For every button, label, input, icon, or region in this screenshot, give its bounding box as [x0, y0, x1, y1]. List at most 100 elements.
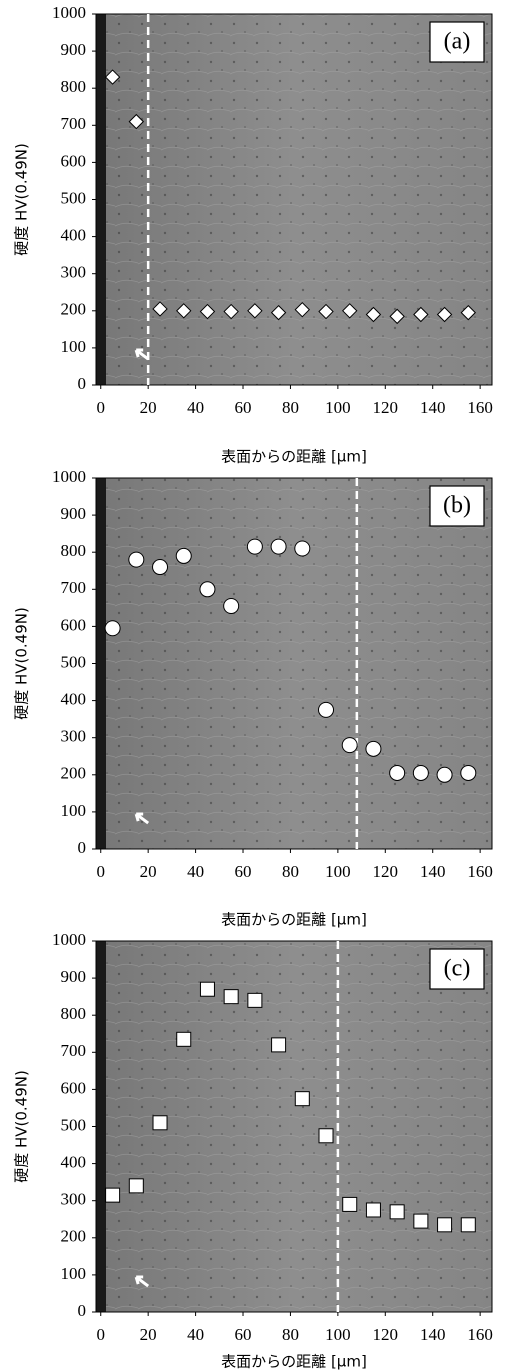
y-tick-label: 200	[61, 300, 87, 319]
x-tick-label: 140	[420, 862, 446, 881]
y-tick-label: 0	[78, 838, 87, 857]
data-point	[461, 1218, 475, 1232]
y-tick-label: 800	[61, 1004, 87, 1023]
x-tick-label: 80	[282, 398, 299, 417]
data-point	[342, 738, 357, 753]
x-axis-title: 表面からの距離 [μm]	[221, 911, 367, 929]
x-tick-label: 20	[140, 398, 157, 417]
x-tick-label: 20	[140, 862, 157, 881]
x-tick-label: 60	[235, 398, 252, 417]
y-tick-label: 300	[61, 1190, 87, 1209]
y-tick-label: 600	[61, 615, 87, 634]
data-point	[200, 982, 214, 996]
x-tick-label: 160	[467, 398, 493, 417]
x-tick-label: 40	[187, 862, 204, 881]
y-tick-label: 900	[61, 40, 87, 59]
data-point	[319, 1129, 333, 1143]
data-point	[461, 765, 476, 780]
x-tick-label: 140	[420, 1325, 446, 1344]
y-tick-label: 200	[61, 764, 87, 783]
data-point	[106, 1188, 120, 1202]
y-tick-label: 500	[61, 652, 87, 671]
data-point	[247, 539, 262, 554]
data-point	[366, 741, 381, 756]
y-axis-title: 硬度 HV(0.49N)	[13, 1070, 31, 1183]
data-point	[390, 1205, 404, 1219]
y-tick-label: 700	[61, 114, 87, 133]
x-tick-label: 40	[187, 398, 204, 417]
data-point	[271, 539, 286, 554]
y-tick-label: 1000	[52, 3, 86, 22]
data-point	[224, 990, 238, 1004]
panel-label: (a)	[444, 29, 471, 55]
x-tick-label: 120	[373, 398, 399, 417]
y-tick-label: 400	[61, 226, 87, 245]
data-point	[105, 621, 120, 636]
y-tick-label: 800	[61, 77, 87, 96]
panel-label: (c)	[444, 956, 471, 982]
data-point	[153, 560, 168, 575]
y-tick-label: 400	[61, 1153, 87, 1172]
x-tick-label: 40	[187, 1325, 204, 1344]
x-tick-label: 160	[467, 862, 493, 881]
data-point	[438, 1218, 452, 1232]
x-tick-label: 100	[325, 1325, 351, 1344]
y-tick-label: 500	[61, 1115, 87, 1134]
data-point	[272, 1038, 286, 1052]
data-point	[129, 1179, 143, 1193]
micrograph-texture	[96, 478, 492, 849]
panel-label: (b)	[443, 493, 471, 519]
x-tick-label: 80	[282, 862, 299, 881]
x-tick-label: 0	[96, 398, 105, 417]
x-tick-label: 100	[325, 862, 351, 881]
y-tick-label: 100	[61, 337, 87, 356]
y-tick-label: 700	[61, 1041, 87, 1060]
surface-layer	[96, 941, 106, 1312]
y-tick-label: 700	[61, 578, 87, 597]
data-point	[295, 1092, 309, 1106]
data-point	[176, 548, 191, 563]
y-tick-label: 600	[61, 151, 87, 170]
y-tick-label: 200	[61, 1227, 87, 1246]
y-tick-label: 600	[61, 1078, 87, 1097]
surface-layer	[96, 478, 106, 849]
y-tick-label: 100	[61, 1264, 87, 1283]
x-tick-label: 80	[282, 1325, 299, 1344]
x-tick-label: 160	[467, 1325, 493, 1344]
y-tick-label: 900	[61, 967, 87, 986]
data-point	[437, 767, 452, 782]
figure: 0100200300400500600700800900100002040608…	[0, 0, 524, 1372]
data-point	[295, 541, 310, 556]
y-tick-label: 500	[61, 188, 87, 207]
x-tick-label: 60	[235, 1325, 252, 1344]
y-tick-label: 0	[78, 374, 87, 393]
x-tick-label: 140	[420, 398, 446, 417]
data-point	[390, 765, 405, 780]
x-tick-label: 100	[325, 398, 351, 417]
y-tick-label: 1000	[52, 467, 86, 486]
x-axis-title: 表面からの距離 [μm]	[221, 1353, 367, 1371]
data-point	[177, 1032, 191, 1046]
data-point	[248, 993, 262, 1007]
data-point	[224, 598, 239, 613]
y-tick-label: 1000	[52, 930, 86, 949]
y-tick-label: 300	[61, 727, 87, 746]
micrograph-texture	[96, 14, 492, 385]
x-tick-label: 60	[235, 862, 252, 881]
data-point	[413, 765, 428, 780]
data-point	[343, 1197, 357, 1211]
data-point	[366, 1203, 380, 1217]
y-axis-title: 硬度 HV(0.49N)	[13, 607, 31, 720]
y-tick-label: 300	[61, 263, 87, 282]
surface-layer	[96, 14, 106, 385]
y-tick-label: 800	[61, 541, 87, 560]
x-tick-label: 20	[140, 1325, 157, 1344]
x-tick-label: 120	[373, 862, 399, 881]
data-point	[129, 552, 144, 567]
y-tick-label: 100	[61, 801, 87, 820]
y-tick-label: 0	[78, 1301, 87, 1320]
data-point	[153, 1116, 167, 1130]
x-tick-label: 0	[96, 862, 105, 881]
y-tick-label: 400	[61, 690, 87, 709]
y-axis-title: 硬度 HV(0.49N)	[13, 143, 31, 256]
